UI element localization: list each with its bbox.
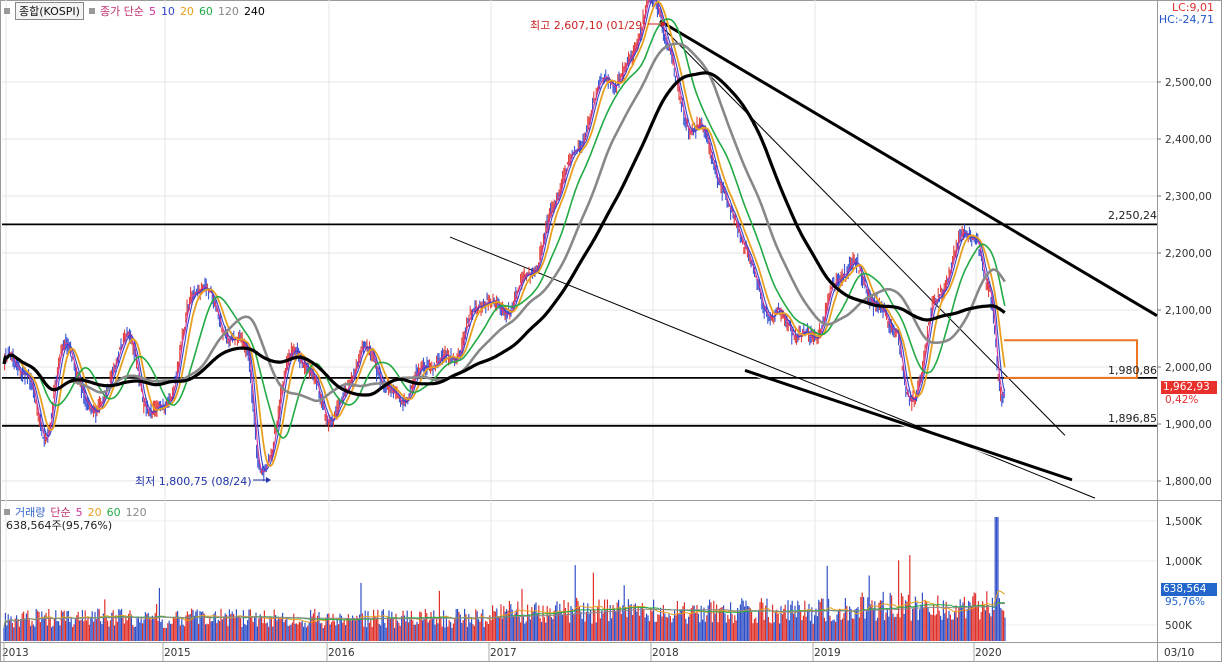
price-change: 0,42%: [1165, 394, 1199, 406]
lc-hc-readout: LC:9,01 HC:-24,71: [1159, 2, 1214, 26]
volume-label[interactable]: 거래량: [15, 506, 46, 519]
index-selector[interactable]: 종합(KOSPI): [15, 2, 84, 20]
price-tick-label: 2,300,00: [1165, 191, 1212, 203]
volume-tick-label: 1,500K: [1165, 516, 1203, 528]
low-arrowhead: [266, 477, 271, 483]
price-legend: 종합(KOSPI) 종가 단순 5 10 20 60 120 240: [4, 2, 265, 20]
ma-10[interactable]: 10: [160, 4, 175, 18]
lc-value: LC:9,01: [1171, 1, 1214, 14]
price-tick-label: 2,400,00: [1165, 134, 1212, 146]
ma-10-line: [3, 0, 1006, 472]
high-annotation: 최고 2,607,10 (01/29): [530, 19, 647, 32]
price-tick-label: 2,100,00: [1165, 305, 1212, 317]
volume-axis-ticks: 500K 1,000K 1,500K: [1165, 516, 1203, 632]
ma-20[interactable]: 20: [179, 4, 194, 18]
volume-legend: 거래량 단순 5 20 60 120: [4, 504, 147, 520]
vma-5[interactable]: 5: [75, 505, 83, 519]
ma-5[interactable]: 5: [148, 4, 156, 18]
high-arrowhead: [661, 21, 666, 27]
volume-ma-120-line: [3, 602, 1005, 628]
price-tick-label: 2,000,00: [1165, 362, 1212, 374]
vma-20[interactable]: 20: [87, 505, 102, 519]
ma-240-line: [2, 71, 1006, 397]
volume-ma-label: 단순: [50, 506, 71, 519]
legend-square-icon: [4, 8, 10, 14]
volume-tick-label: 500K: [1165, 620, 1193, 632]
channel-line-lower-bold: [744, 368, 1073, 482]
high-low-markers: [253, 21, 666, 483]
volume-bars: [3, 517, 1006, 641]
time-tick-label: 2013: [2, 647, 29, 659]
price-tick-label: 2,500,00: [1165, 77, 1212, 89]
time-tick-label: 2020: [975, 647, 1002, 659]
price-tick-label: 1,900,00: [1165, 419, 1212, 431]
time-tick-label: 2018: [652, 647, 679, 659]
projection-box: [1004, 339, 1138, 379]
ma-label: 종가 단순: [99, 5, 144, 18]
price-tick-label: 1,800,00: [1165, 476, 1212, 488]
time-tick-label: 2015: [164, 647, 191, 659]
current-price-tag: 1,962,93: [1161, 381, 1217, 394]
time-axis-ticks: 2013 2015 2016 2017 2018 2019 2020 03/10: [2, 642, 1194, 662]
time-tick-label: 2016: [328, 647, 355, 659]
level-1980-label: 1,980,86: [1108, 364, 1157, 377]
legend-square-icon: [4, 509, 10, 515]
channel-line-lower-thin: [449, 236, 1096, 499]
time-tick-label: 03/10: [1164, 647, 1194, 659]
low-annotation: 최저 1,800,75 (08/24): [135, 475, 252, 488]
level-2250-label: 2,250,24: [1108, 209, 1157, 222]
vma-60[interactable]: 60: [106, 505, 121, 519]
price-axis-ticks: 1,800,00 1,900,00 2,000,00 2,100,00 2,200,00…: [1157, 77, 1212, 488]
level-1896-label: 1,896,85: [1108, 412, 1157, 425]
volume-ratio: 95,76%: [1165, 596, 1206, 608]
volume-moving-averages: [3, 590, 1006, 628]
downtrend-line-upper: [659, 19, 1158, 317]
ma-60-line: [3, 18, 1006, 439]
orange-box: [1004, 339, 1138, 379]
channel-line-lower-highlight: [744, 372, 1073, 483]
ma-5-line: [3, 0, 1005, 473]
volume-tick-label: 1,000K: [1165, 556, 1203, 568]
vma-120[interactable]: 120: [125, 505, 147, 519]
volume-current: 638,564주(95,76%): [6, 519, 113, 532]
ma-60[interactable]: 60: [198, 4, 213, 18]
current-volume-tag: 638,564: [1161, 583, 1217, 596]
ma-240[interactable]: 240: [243, 4, 265, 18]
time-tick-label: 2017: [490, 647, 517, 659]
moving-averages: [2, 0, 1006, 473]
legend-square-icon: [88, 8, 95, 14]
time-tick-label: 2019: [814, 647, 841, 659]
hc-value: HC:-24,71: [1158, 13, 1214, 26]
price-tick-label: 2,200,00: [1165, 248, 1212, 260]
ma-120[interactable]: 120: [217, 4, 239, 18]
